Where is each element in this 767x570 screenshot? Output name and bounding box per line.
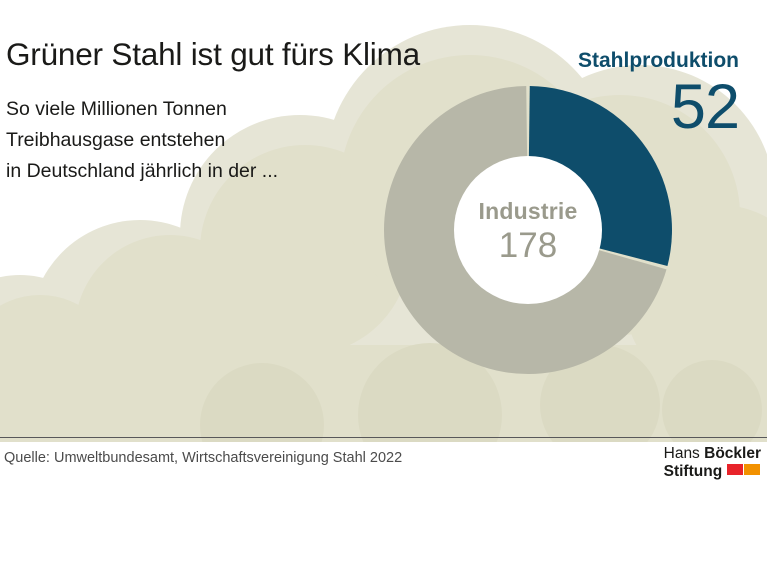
logo-word-hans: Hans — [663, 445, 705, 462]
callout-stahlproduktion: Stahlproduktion 52 — [578, 49, 740, 142]
subtitle-line-3: in Deutschland jährlich in der ... — [6, 160, 279, 182]
logo-word-stiftung: Stiftung — [663, 462, 723, 480]
donut-chart: Industrie 178 — [382, 84, 674, 380]
hans-boeckler-stiftung-logo: Hans Böckler Stiftung — [663, 445, 761, 481]
callout-label: Stahlproduktion — [578, 49, 739, 72]
callout-value: 52 — [670, 72, 740, 142]
logo-bar-red-icon — [727, 463, 744, 475]
logo-line-1: Hans Böckler — [663, 445, 761, 463]
footer-divider — [0, 437, 767, 438]
page-title: Grüner Stahl ist gut fürs Klima — [6, 36, 420, 72]
logo-bar-orange-icon — [744, 463, 761, 475]
logo-color-bars — [727, 463, 761, 480]
source-note: Quelle: Umweltbundesamt, Wirtschaftsvere… — [4, 450, 403, 466]
subtitle-block: So viele Millionen Tonnen Treibhausgase … — [6, 94, 278, 187]
donut-hole — [454, 156, 602, 304]
subtitle-line-2: Treibhausgase entstehen — [6, 129, 226, 151]
logo-word-boeckler: Böckler — [704, 445, 761, 462]
logo-line-2: Stiftung — [664, 463, 761, 481]
subtitle-line-1: So viele Millionen Tonnen — [6, 98, 227, 120]
